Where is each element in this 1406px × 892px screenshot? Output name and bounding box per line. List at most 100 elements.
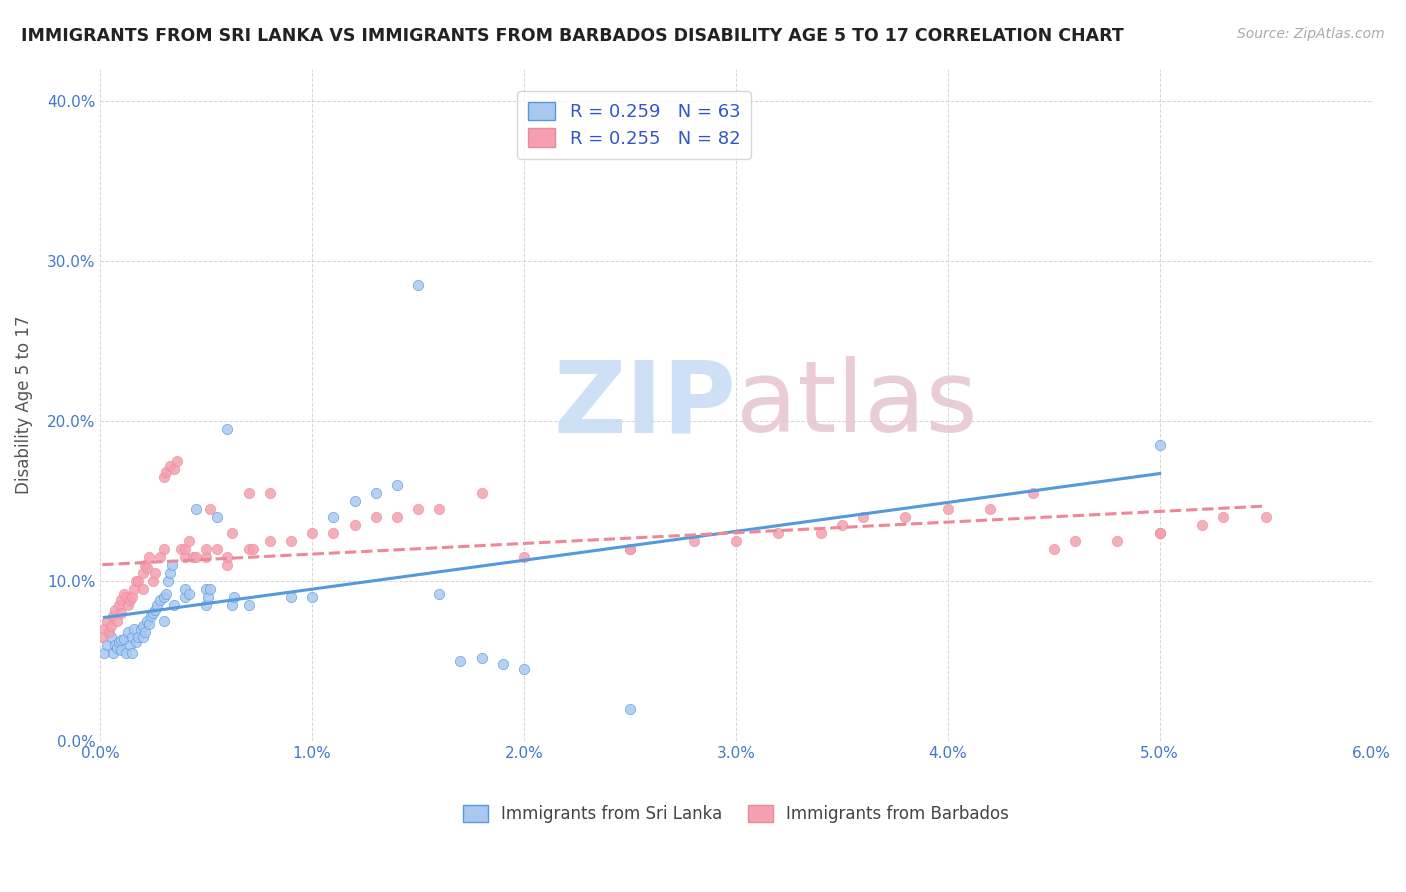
Point — [619, 541, 641, 556]
Point — [100, 619, 122, 633]
Point — [1191, 518, 1213, 533]
Point — [492, 657, 515, 672]
Point — [406, 277, 429, 292]
Point — [242, 541, 264, 556]
Point — [259, 533, 281, 548]
Point — [195, 541, 218, 556]
Point — [114, 646, 136, 660]
Point — [142, 606, 165, 620]
Point — [197, 590, 219, 604]
Point — [110, 633, 132, 648]
Point — [427, 502, 450, 516]
Point — [143, 566, 166, 580]
Text: ZIP: ZIP — [553, 356, 735, 453]
Point — [96, 638, 118, 652]
Point — [195, 598, 218, 612]
Point — [170, 541, 193, 556]
Point — [163, 598, 186, 612]
Point — [153, 590, 176, 604]
Point — [1042, 541, 1064, 556]
Point — [1149, 438, 1171, 452]
Point — [406, 502, 429, 516]
Point — [155, 465, 177, 479]
Point — [385, 478, 408, 492]
Point — [97, 625, 120, 640]
Point — [153, 614, 176, 628]
Point — [343, 494, 366, 508]
Point — [619, 541, 641, 556]
Point — [427, 587, 450, 601]
Point — [1064, 533, 1087, 548]
Point — [104, 638, 127, 652]
Y-axis label: Disability Age 5 to 17: Disability Age 5 to 17 — [15, 316, 32, 494]
Point — [105, 641, 128, 656]
Point — [768, 525, 790, 540]
Point — [471, 651, 494, 665]
Point — [110, 643, 132, 657]
Point — [142, 574, 165, 588]
Point — [205, 541, 228, 556]
Point — [179, 533, 201, 548]
Point — [93, 646, 115, 660]
Point — [200, 502, 222, 516]
Point — [101, 609, 124, 624]
Point — [513, 662, 536, 676]
Point — [112, 587, 135, 601]
Point — [159, 458, 181, 473]
Point — [153, 541, 176, 556]
Point — [166, 454, 188, 468]
Point — [221, 598, 243, 612]
Point — [682, 533, 704, 548]
Point — [96, 614, 118, 628]
Point — [1149, 525, 1171, 540]
Point — [129, 622, 152, 636]
Point — [127, 630, 149, 644]
Text: atlas: atlas — [735, 356, 977, 453]
Point — [135, 614, 157, 628]
Point — [195, 582, 218, 596]
Point — [724, 533, 747, 548]
Point — [91, 630, 114, 644]
Point — [125, 574, 148, 588]
Point — [179, 587, 201, 601]
Point — [125, 635, 148, 649]
Point — [121, 590, 143, 604]
Point — [852, 510, 875, 524]
Point — [1149, 525, 1171, 540]
Point — [184, 502, 207, 516]
Point — [936, 502, 959, 516]
Point — [117, 625, 139, 640]
Point — [118, 638, 141, 652]
Point — [322, 525, 344, 540]
Point — [127, 574, 149, 588]
Point — [174, 590, 197, 604]
Point — [131, 630, 153, 644]
Point — [301, 590, 323, 604]
Point — [153, 470, 176, 484]
Point — [118, 593, 141, 607]
Point — [131, 566, 153, 580]
Point — [122, 622, 145, 636]
Point — [301, 525, 323, 540]
Point — [831, 518, 853, 533]
Point — [143, 603, 166, 617]
Point — [101, 646, 124, 660]
Point — [146, 598, 169, 612]
Point — [343, 518, 366, 533]
Point — [894, 510, 917, 524]
Point — [619, 702, 641, 716]
Point — [159, 566, 181, 580]
Point — [174, 549, 197, 564]
Point — [364, 486, 387, 500]
Point — [238, 598, 260, 612]
Point — [122, 582, 145, 596]
Point — [259, 486, 281, 500]
Point — [221, 525, 243, 540]
Point — [222, 590, 245, 604]
Text: Source: ZipAtlas.com: Source: ZipAtlas.com — [1237, 27, 1385, 41]
Point — [513, 549, 536, 564]
Point — [105, 614, 128, 628]
Point — [217, 549, 239, 564]
Point — [148, 593, 170, 607]
Point — [1021, 486, 1043, 500]
